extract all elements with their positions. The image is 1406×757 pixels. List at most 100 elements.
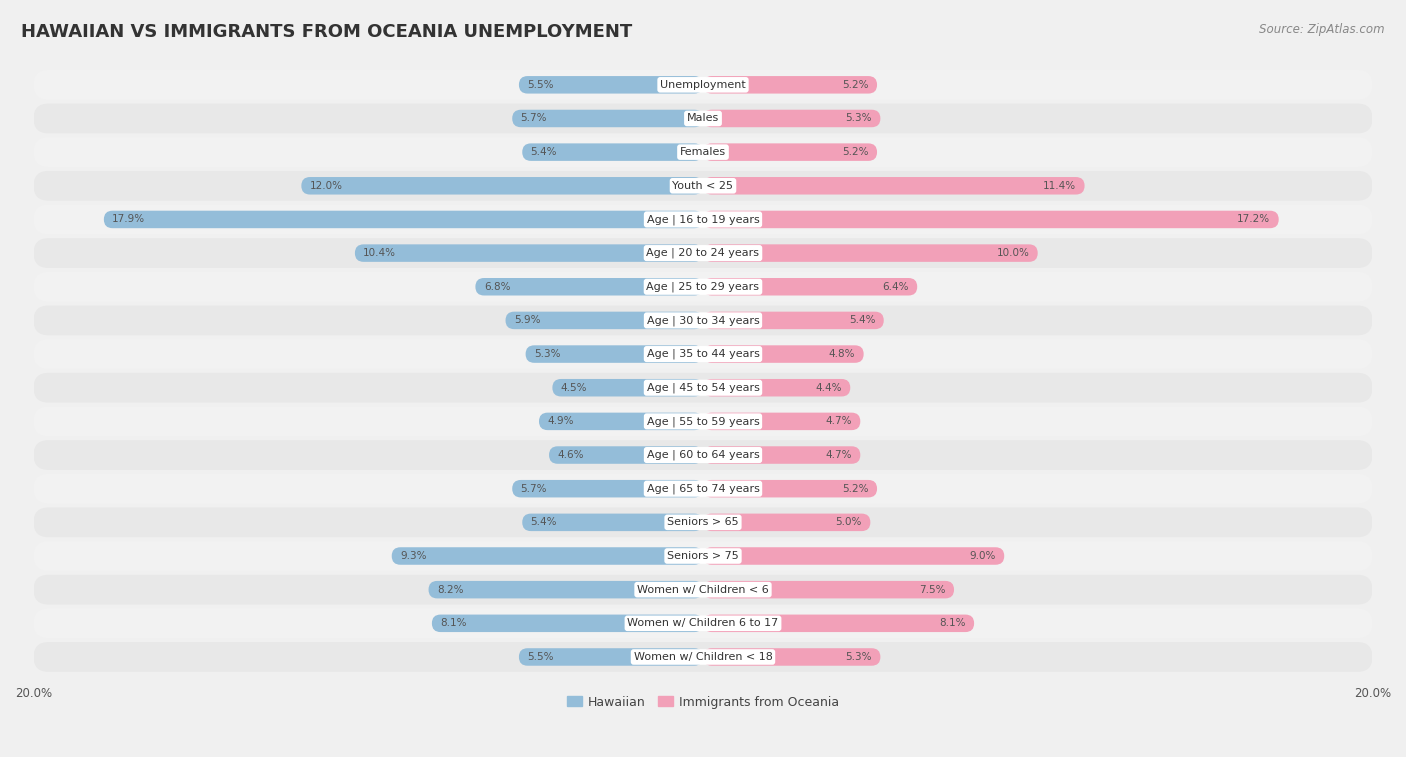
Text: Age | 60 to 64 years: Age | 60 to 64 years xyxy=(647,450,759,460)
FancyBboxPatch shape xyxy=(526,345,703,363)
Text: 10.4%: 10.4% xyxy=(363,248,396,258)
Text: 7.5%: 7.5% xyxy=(920,584,946,595)
Text: 9.3%: 9.3% xyxy=(401,551,426,561)
FancyBboxPatch shape xyxy=(703,245,1038,262)
Text: Age | 55 to 59 years: Age | 55 to 59 years xyxy=(647,416,759,427)
FancyBboxPatch shape xyxy=(703,480,877,497)
FancyBboxPatch shape xyxy=(703,110,880,127)
Text: 4.7%: 4.7% xyxy=(825,450,852,460)
FancyBboxPatch shape xyxy=(34,440,1372,470)
Text: Women w/ Children 6 to 17: Women w/ Children 6 to 17 xyxy=(627,618,779,628)
Text: Seniors > 75: Seniors > 75 xyxy=(666,551,740,561)
FancyBboxPatch shape xyxy=(34,70,1372,100)
FancyBboxPatch shape xyxy=(34,306,1372,335)
Text: 9.0%: 9.0% xyxy=(970,551,995,561)
Text: Age | 35 to 44 years: Age | 35 to 44 years xyxy=(647,349,759,360)
FancyBboxPatch shape xyxy=(34,575,1372,605)
Text: Females: Females xyxy=(681,147,725,157)
FancyBboxPatch shape xyxy=(703,278,917,295)
Text: 4.8%: 4.8% xyxy=(828,349,855,359)
FancyBboxPatch shape xyxy=(519,76,703,94)
FancyBboxPatch shape xyxy=(703,413,860,430)
Text: Youth < 25: Youth < 25 xyxy=(672,181,734,191)
FancyBboxPatch shape xyxy=(703,177,1084,195)
Text: 5.5%: 5.5% xyxy=(527,652,554,662)
FancyBboxPatch shape xyxy=(392,547,703,565)
Text: 5.4%: 5.4% xyxy=(530,147,557,157)
Text: Age | 25 to 29 years: Age | 25 to 29 years xyxy=(647,282,759,292)
Text: 5.3%: 5.3% xyxy=(534,349,561,359)
FancyBboxPatch shape xyxy=(34,104,1372,133)
Text: 6.8%: 6.8% xyxy=(484,282,510,291)
FancyBboxPatch shape xyxy=(354,245,703,262)
FancyBboxPatch shape xyxy=(506,312,703,329)
FancyBboxPatch shape xyxy=(703,345,863,363)
Text: 5.7%: 5.7% xyxy=(520,484,547,494)
Text: Women w/ Children < 6: Women w/ Children < 6 xyxy=(637,584,769,595)
Text: Seniors > 65: Seniors > 65 xyxy=(668,517,738,528)
Text: 5.7%: 5.7% xyxy=(520,114,547,123)
Text: Males: Males xyxy=(688,114,718,123)
Text: Age | 45 to 54 years: Age | 45 to 54 years xyxy=(647,382,759,393)
Text: 4.4%: 4.4% xyxy=(815,383,842,393)
FancyBboxPatch shape xyxy=(538,413,703,430)
Text: 5.3%: 5.3% xyxy=(845,652,872,662)
Text: Unemployment: Unemployment xyxy=(661,79,745,90)
Text: 8.1%: 8.1% xyxy=(440,618,467,628)
Text: Age | 30 to 34 years: Age | 30 to 34 years xyxy=(647,315,759,326)
Text: 8.2%: 8.2% xyxy=(437,584,464,595)
Text: 4.5%: 4.5% xyxy=(561,383,588,393)
FancyBboxPatch shape xyxy=(34,474,1372,503)
Text: Age | 16 to 19 years: Age | 16 to 19 years xyxy=(647,214,759,225)
FancyBboxPatch shape xyxy=(703,581,955,599)
FancyBboxPatch shape xyxy=(522,143,703,161)
FancyBboxPatch shape xyxy=(703,513,870,531)
Text: 5.9%: 5.9% xyxy=(513,316,540,326)
FancyBboxPatch shape xyxy=(34,137,1372,167)
FancyBboxPatch shape xyxy=(553,379,703,397)
FancyBboxPatch shape xyxy=(34,238,1372,268)
FancyBboxPatch shape xyxy=(34,407,1372,436)
Text: 5.2%: 5.2% xyxy=(842,147,869,157)
FancyBboxPatch shape xyxy=(104,210,703,228)
FancyBboxPatch shape xyxy=(34,204,1372,235)
Text: 11.4%: 11.4% xyxy=(1043,181,1076,191)
Text: 12.0%: 12.0% xyxy=(309,181,343,191)
FancyBboxPatch shape xyxy=(703,547,1004,565)
FancyBboxPatch shape xyxy=(703,76,877,94)
FancyBboxPatch shape xyxy=(34,171,1372,201)
FancyBboxPatch shape xyxy=(34,642,1372,672)
FancyBboxPatch shape xyxy=(432,615,703,632)
FancyBboxPatch shape xyxy=(301,177,703,195)
FancyBboxPatch shape xyxy=(703,210,1278,228)
Text: 4.9%: 4.9% xyxy=(547,416,574,426)
FancyBboxPatch shape xyxy=(34,507,1372,537)
Text: 8.1%: 8.1% xyxy=(939,618,966,628)
Text: 17.2%: 17.2% xyxy=(1237,214,1271,224)
Text: 4.7%: 4.7% xyxy=(825,416,852,426)
FancyBboxPatch shape xyxy=(519,648,703,665)
Text: 5.4%: 5.4% xyxy=(849,316,876,326)
FancyBboxPatch shape xyxy=(475,278,703,295)
FancyBboxPatch shape xyxy=(703,648,880,665)
Text: Source: ZipAtlas.com: Source: ZipAtlas.com xyxy=(1260,23,1385,36)
FancyBboxPatch shape xyxy=(429,581,703,599)
Text: 5.5%: 5.5% xyxy=(527,79,554,90)
FancyBboxPatch shape xyxy=(703,615,974,632)
FancyBboxPatch shape xyxy=(34,339,1372,369)
FancyBboxPatch shape xyxy=(34,272,1372,301)
Text: 5.0%: 5.0% xyxy=(835,517,862,528)
FancyBboxPatch shape xyxy=(703,143,877,161)
FancyBboxPatch shape xyxy=(512,110,703,127)
FancyBboxPatch shape xyxy=(703,379,851,397)
Text: Age | 65 to 74 years: Age | 65 to 74 years xyxy=(647,484,759,494)
FancyBboxPatch shape xyxy=(703,312,884,329)
Text: 5.2%: 5.2% xyxy=(842,484,869,494)
Text: 6.4%: 6.4% xyxy=(883,282,908,291)
Text: HAWAIIAN VS IMMIGRANTS FROM OCEANIA UNEMPLOYMENT: HAWAIIAN VS IMMIGRANTS FROM OCEANIA UNEM… xyxy=(21,23,633,41)
FancyBboxPatch shape xyxy=(522,513,703,531)
Text: Age | 20 to 24 years: Age | 20 to 24 years xyxy=(647,248,759,258)
Text: Women w/ Children < 18: Women w/ Children < 18 xyxy=(634,652,772,662)
FancyBboxPatch shape xyxy=(34,609,1372,638)
Text: 4.6%: 4.6% xyxy=(557,450,583,460)
